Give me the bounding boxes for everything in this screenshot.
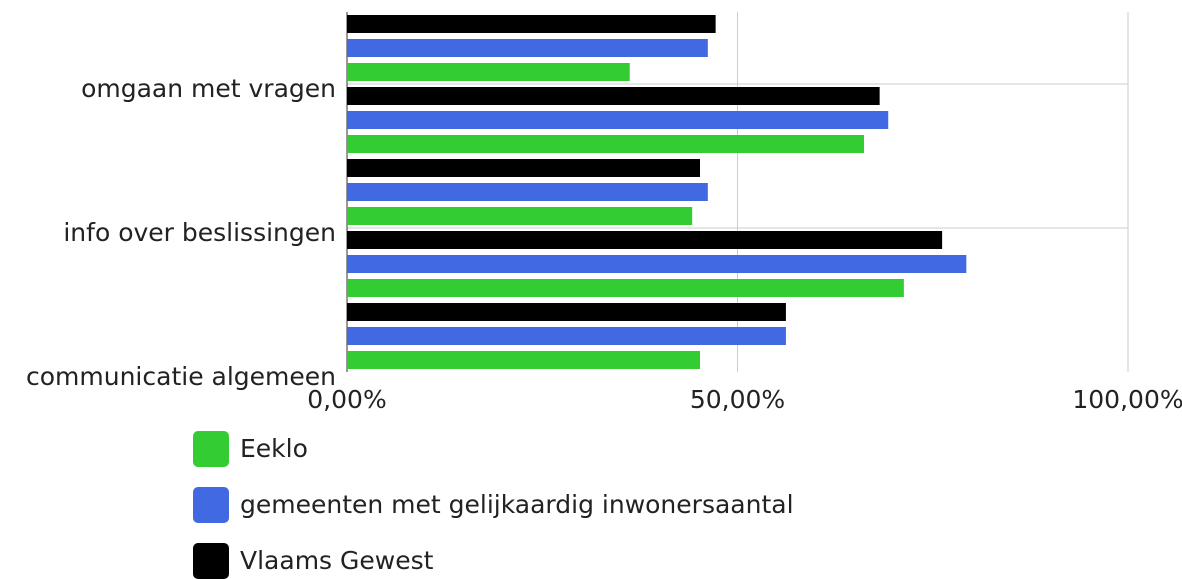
- bar: [347, 63, 630, 81]
- legend-swatch: [193, 431, 229, 467]
- bar: [347, 255, 967, 273]
- bar: [347, 159, 701, 177]
- bar: [347, 183, 708, 201]
- bar: [347, 327, 786, 345]
- bar: [347, 303, 786, 321]
- x-tick-label: 0,00%: [307, 385, 386, 414]
- y-tick-label: omgaan met vragen: [81, 74, 336, 103]
- legend-label: gemeenten met gelijkaardig inwonersaanta…: [240, 490, 794, 519]
- bar: [347, 39, 708, 57]
- legend-label: Vlaams Gewest: [240, 546, 434, 575]
- legend-swatch: [193, 543, 229, 579]
- bar: [347, 207, 693, 225]
- legend-label: Eeklo: [240, 434, 308, 463]
- y-tick-label: info over beslissingen: [63, 218, 336, 247]
- x-tick-label: 50,00%: [690, 385, 785, 414]
- y-tick-label: communicatie algemeen: [26, 362, 336, 391]
- bar: [347, 87, 880, 105]
- bar: [347, 15, 716, 33]
- x-tick-label: 100,00%: [1072, 385, 1182, 414]
- bar: [347, 351, 701, 369]
- bar: [347, 111, 889, 129]
- bar: [347, 231, 943, 249]
- legend-swatch: [193, 487, 229, 523]
- bar: [347, 279, 904, 297]
- bar: [347, 135, 865, 153]
